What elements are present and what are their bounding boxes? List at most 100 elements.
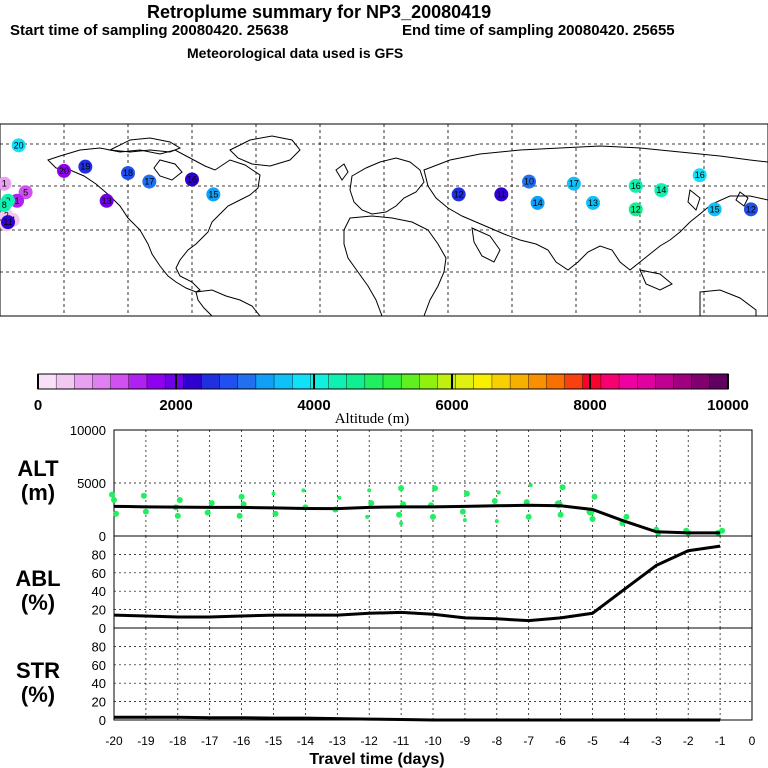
colorbar-cell (582, 373, 602, 390)
colorbar-cell (600, 373, 620, 390)
colorbar-cell (37, 373, 57, 390)
map-point (707, 202, 722, 217)
map-point (530, 195, 545, 210)
altitude-point (109, 491, 115, 498)
altitude-point (176, 496, 183, 503)
map-point-label: 1 (15, 196, 20, 206)
y-tick-label: 20 (92, 603, 106, 618)
x-axis-label: Travel time (days) (309, 751, 444, 768)
colorbar-tick-label: 6000 (435, 397, 468, 414)
altitude-median-line (113, 503, 721, 535)
colorbar-cell (92, 373, 112, 390)
x-tick-label: -6 (555, 734, 566, 748)
trajectory-points: 1234512019181716151312111014171316121416… (0, 138, 758, 232)
y-tick-label: 40 (92, 584, 106, 599)
altitude-point (463, 490, 470, 497)
map-point-label: 10 (524, 177, 534, 187)
colorbar-cell (55, 373, 76, 390)
map-point-label: 18 (123, 168, 133, 178)
map-point (57, 163, 71, 178)
colorbar-tick-label: 4000 (297, 397, 330, 414)
y-tick-label: 0 (99, 621, 106, 636)
altitude-point (459, 508, 466, 515)
map-point (121, 166, 135, 181)
map-point-label: 12 (746, 204, 756, 214)
altitude-colorbar: 0 2000 4000 6000 8000 10000 Altitude (m) (34, 373, 749, 427)
world-map: 1234512019181716151312111014171316121416… (0, 123, 768, 317)
altitude-point (204, 509, 211, 516)
y-axis-unit: (%) (21, 682, 55, 707)
end-time-label: End time of sampling 20080420. 25655 (402, 22, 675, 39)
colorbar-cell (400, 373, 421, 390)
colorbar-cell (292, 373, 312, 390)
map-point (78, 159, 93, 174)
altitude-point (396, 511, 403, 518)
x-tick-label: -14 (297, 734, 315, 748)
colorbar-cell (473, 373, 493, 390)
y-tick-label: 20 (92, 695, 106, 710)
colorbar-tick-label: 8000 (573, 397, 606, 414)
colorbar-cell (74, 373, 94, 390)
map-point-label: 11 (497, 189, 506, 199)
altitude-point (365, 514, 370, 519)
colorbar-cell (564, 373, 584, 390)
map-point (692, 168, 707, 183)
altitude-point (398, 485, 405, 492)
altitude-point (236, 512, 243, 519)
y-tick-label: 80 (92, 547, 106, 562)
map-point-label: 5 (23, 187, 28, 197)
colorbar-cell (328, 373, 348, 390)
map-point-label: 12 (454, 189, 464, 199)
panel-abl: 0 20 40 60 80 ABL(%) (15, 535, 753, 636)
altitude-point (140, 492, 147, 499)
colorbar-cell (655, 373, 675, 390)
colorbar-cell (437, 373, 457, 390)
y-tick-label: 0 (99, 529, 106, 544)
map-point (0, 176, 12, 191)
map-point (628, 178, 643, 193)
colorbar-cell (455, 373, 475, 390)
page-title: Retroplume summary for NP3_20080419 (147, 2, 492, 22)
map-point-label: 11 (3, 217, 12, 227)
y-axis-label: STR (16, 658, 60, 683)
altitude-point (496, 490, 501, 495)
altitude-point (525, 513, 532, 520)
colorbar-cell (419, 373, 439, 390)
x-tick-label: -20 (105, 734, 123, 748)
map-point-label: 14 (533, 198, 543, 208)
y-tick-label: 40 (92, 676, 106, 691)
colorbar-tick-label: 2000 (159, 397, 192, 414)
y-tick-label: 60 (92, 566, 106, 581)
map-point-label: 16 (695, 170, 705, 180)
colorbar-cell (110, 373, 130, 390)
y-tick-label: 80 (92, 639, 106, 654)
altitude-point (430, 513, 436, 520)
colorbar-label: Altitude (m) (335, 411, 410, 427)
colorbar-cell (346, 373, 366, 390)
map-point (566, 176, 581, 191)
x-tick-label: -10 (424, 734, 442, 748)
map-point (586, 195, 601, 210)
abl-line (113, 544, 721, 623)
map-point (1, 215, 15, 230)
x-tick-label: -13 (329, 734, 347, 748)
altitude-point (240, 501, 247, 508)
altitude-point (491, 498, 498, 505)
x-tick-label: -8 (491, 734, 502, 748)
colorbar-cell (546, 373, 566, 390)
map-point-label: 17 (569, 179, 579, 189)
map-point (451, 187, 466, 202)
map-point (522, 174, 537, 189)
x-tick-label: 0 (749, 734, 756, 748)
x-tick-label: -18 (169, 734, 187, 748)
x-tick-label: -3 (651, 734, 662, 748)
altitude-point (208, 500, 215, 507)
x-tick-label: -2 (683, 734, 694, 748)
map-point (11, 138, 26, 153)
colorbar-cell (637, 373, 657, 390)
altitude-point (174, 512, 181, 519)
altitude-point (399, 521, 404, 526)
x-tick-label: -11 (393, 734, 410, 748)
met-data-label: Meteorological data used is GFS (187, 45, 404, 61)
colorbar-cell (618, 373, 638, 390)
